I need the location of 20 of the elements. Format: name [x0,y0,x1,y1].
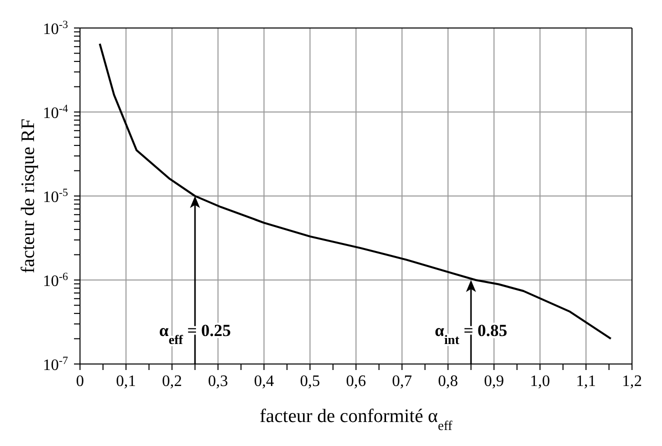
x-tick-label: 0,9 [484,373,504,390]
x-tick-label: 0,7 [392,373,412,390]
y-tick-label: 10$^{-7}$ [42,355,68,374]
x-tick-label: 1,0 [530,373,550,390]
x-tick-label: 0,5 [300,373,320,390]
x-tick-label: 0 [76,373,84,390]
y-tick-label: 10$^{-6}$ [42,271,68,290]
x-tick-label: 0,8 [438,373,458,390]
y-tick-label: 10$^{-4}$ [42,103,68,122]
x-tick-label: 0,1 [116,373,136,390]
y-axis-title: facteur de risque RF [18,118,39,274]
x-axis-title: facteur de conformité α$_{eff}$ [260,406,453,432]
y-tick-label: 10$^{-3}$ [42,19,68,38]
x-tick-label: 1,1 [576,373,596,390]
x-tick-label: 0,4 [254,373,274,390]
x-tick-label: 0,3 [208,373,228,390]
y-tick-label: 10$^{-5}$ [42,187,68,206]
x-tick-label: 1,2 [622,373,642,390]
x-tick-label: 0,2 [162,373,182,390]
x-tick-label: 0,6 [346,373,366,390]
